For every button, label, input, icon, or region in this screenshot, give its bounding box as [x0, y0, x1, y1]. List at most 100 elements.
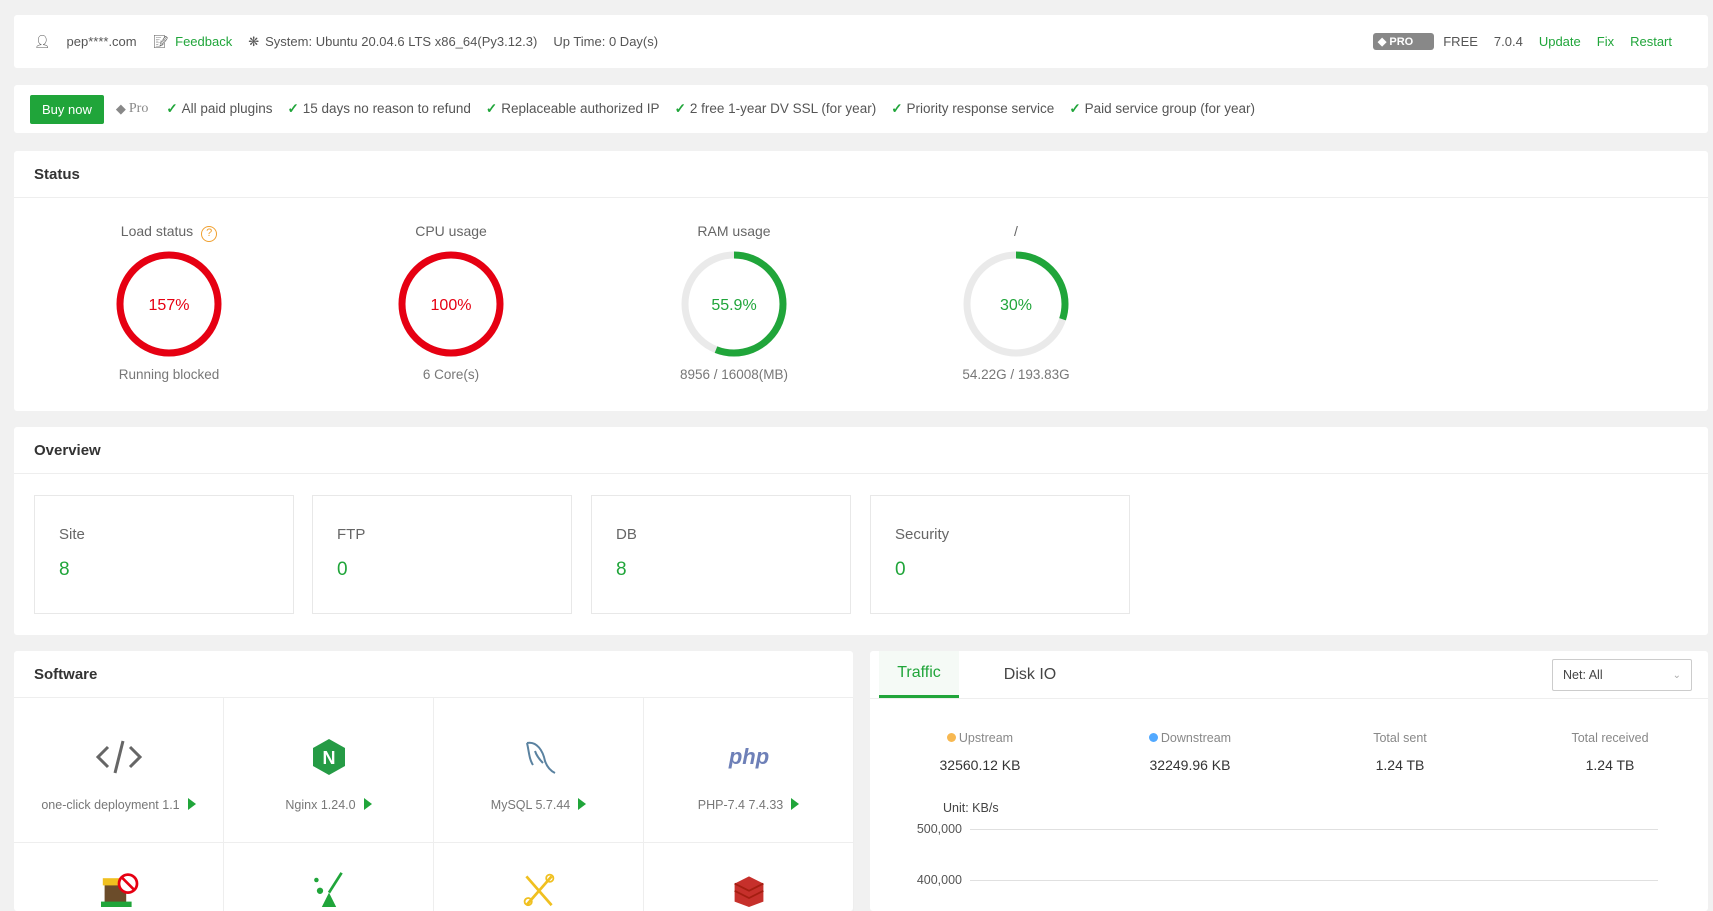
feature-label: Paid service group (for year) [1084, 101, 1255, 116]
software-item[interactable]: php PHP-7.4 7.4.33 [644, 698, 854, 843]
traffic-stat: Upstream 32560.12 KB [880, 731, 1080, 773]
svg-text:php: php [727, 744, 768, 769]
feature-item: ✓ 2 free 1-year DV SSL (for year) [675, 101, 877, 117]
gauge-title: Load status [120, 223, 194, 239]
gauge-arc [398, 251, 504, 357]
overview-card-db[interactable]: DB 8 [591, 495, 851, 614]
legend-dot-icon [1148, 733, 1158, 742]
status-panel: Status Load status? 157% Running blocked… [14, 151, 1708, 411]
gauge-title: RAM usage [697, 223, 771, 239]
software-item[interactable] [434, 843, 644, 911]
mysql-dolphin-icon [434, 732, 643, 782]
buy-now-button[interactable]: Buy now [30, 94, 104, 124]
software-item[interactable]: N Nginx 1.24.0 [224, 698, 434, 843]
feature-label: 15 days no reason to refund [302, 101, 471, 116]
stat-label: Upstream [958, 731, 1014, 745]
card-value[interactable]: 0 [895, 559, 906, 580]
play-icon[interactable] [791, 798, 800, 810]
gauge-1[interactable]: CPU usage 100% 6 Core(s) [351, 223, 551, 382]
gridline [970, 880, 1658, 881]
gauge-arc [963, 251, 1069, 357]
software-item[interactable]: one-click deployment 1.1 [14, 698, 224, 843]
version-label: 7.0.4 [1493, 34, 1523, 49]
gauge-subtitle: 8956 / 16008(MB) [679, 367, 789, 382]
play-icon[interactable] [187, 798, 196, 810]
gauge-subtitle: 6 Core(s) [422, 367, 480, 382]
card-label: DB [616, 526, 637, 543]
software-item[interactable] [644, 843, 854, 911]
pro-badge[interactable]: ◆ PRO [1372, 33, 1435, 50]
ubuntu-icon: ❋ [248, 33, 260, 49]
play-icon[interactable] [363, 798, 372, 810]
overview-panel: Overview Site 8 FTP 0 DB 8 Security 0 [14, 427, 1708, 635]
software-name: PHP-7.4 7.4.33 [697, 798, 784, 812]
feedback-link[interactable]: Feedback [175, 34, 233, 49]
user-account[interactable]: pep****.com [66, 34, 137, 49]
y-tick-label: 500,000 [916, 822, 962, 836]
traffic-panel: Traffic Disk IO Net: All ⌄ Upstream 32560… [870, 651, 1708, 911]
feature-label: All paid plugins [181, 101, 273, 116]
gauge-0[interactable]: Load status? 157% Running blocked [69, 223, 269, 382]
card-value[interactable]: 0 [337, 559, 348, 580]
user-icon: 👤︎ [34, 33, 51, 49]
software-item[interactable] [224, 843, 434, 911]
card-label: Site [59, 526, 85, 543]
gauge-3[interactable]: / 30% 54.22G / 193.83G [916, 223, 1116, 382]
site-block-icon [14, 871, 223, 907]
card-value[interactable]: 8 [59, 559, 70, 580]
uptime: Up Time: 0 Day(s) [553, 34, 659, 49]
feature-item: ✓ All paid plugins [166, 101, 272, 117]
system-info: System: Ubuntu 20.04.6 LTS x86_64(Py3.12… [265, 34, 538, 49]
chevron-down-icon: ⌄ [1672, 669, 1681, 681]
gauge-2[interactable]: RAM usage 55.9% 8956 / 16008(MB) [634, 223, 834, 382]
software-item[interactable]: MySQL 5.7.44 [434, 698, 644, 843]
check-icon: ✓ [485, 101, 498, 116]
gauge-ring: 30% [963, 251, 1069, 357]
check-icon: ✓ [166, 101, 178, 116]
help-icon[interactable]: ? [201, 226, 218, 242]
software-panel: Software one-click deployment 1.1 N Nginx … [14, 651, 854, 911]
gauge-ring: 100% [398, 251, 504, 357]
stat-value: 32249.96 KB [1149, 757, 1231, 773]
gauge-value: 157% [149, 297, 190, 314]
play-icon[interactable] [578, 798, 587, 810]
net-select[interactable]: Net: All ⌄ [1552, 659, 1692, 691]
restart-link[interactable]: Restart [1630, 34, 1672, 49]
overview-card-site[interactable]: Site 8 [34, 495, 294, 614]
code-icon [14, 732, 223, 782]
software-name: Nginx 1.24.0 [285, 798, 356, 812]
stat-label: Total sent [1373, 731, 1427, 745]
software-name: one-click deployment 1.1 [41, 798, 180, 812]
gauge-value: 55.9% [711, 297, 756, 314]
nginx-icon: N [224, 732, 433, 782]
tab-disk-io[interactable]: Disk IO [1003, 665, 1057, 683]
stat-label: Total received [1571, 731, 1649, 745]
chart-unit: Unit: KB/s [943, 801, 999, 815]
php-icon: php [644, 732, 853, 782]
software-item[interactable] [14, 843, 224, 911]
tab-traffic[interactable]: Traffic [879, 651, 959, 698]
gauge-subtitle: Running blocked [118, 367, 220, 382]
diamond-icon: ◆ [115, 101, 126, 116]
stat-value: 1.24 TB [1585, 757, 1635, 773]
update-link[interactable]: Update [1538, 34, 1581, 49]
traffic-stat: Total sent 1.24 TB [1300, 731, 1500, 773]
overview-card-security[interactable]: Security 0 [870, 495, 1130, 614]
status-title: Status [14, 151, 1708, 198]
svg-text:N: N [322, 748, 335, 768]
feature-label: 2 free 1-year DV SSL (for year) [689, 101, 877, 116]
feature-list: ✓ All paid plugins ✓ 15 days no reason to r… [166, 101, 1270, 117]
feature-item: ✓ Paid service group (for year) [1069, 101, 1255, 117]
feedback-icon: 📝︎ [152, 33, 170, 49]
card-label: FTP [337, 526, 366, 543]
feature-label: Replaceable authorized IP [501, 101, 660, 116]
card-value[interactable]: 8 [616, 559, 627, 580]
overview-card-ftp[interactable]: FTP 0 [312, 495, 572, 614]
plan-label: FREE [1443, 34, 1478, 49]
fix-link[interactable]: Fix [1596, 34, 1615, 49]
traffic-stat: Total received 1.24 TB [1510, 731, 1710, 773]
feature-item: ✓ Priority response service [891, 101, 1054, 117]
check-icon: ✓ [674, 101, 686, 116]
gauge-ring: 55.9% [681, 251, 787, 357]
y-tick-label: 400,000 [916, 873, 962, 887]
